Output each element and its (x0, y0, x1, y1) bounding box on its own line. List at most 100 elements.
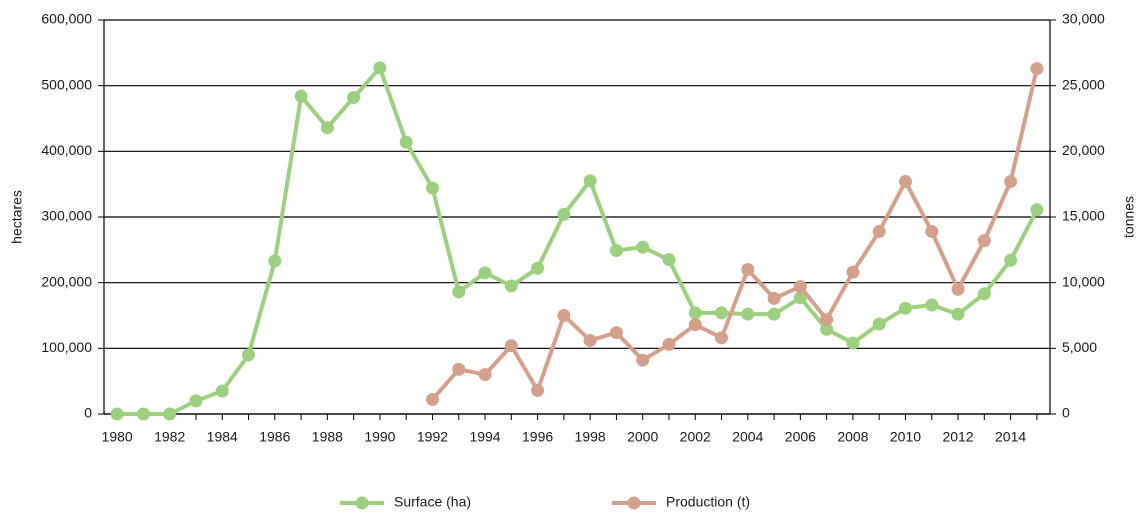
point (399, 135, 413, 149)
x-tick-label: 1988 (312, 429, 343, 445)
point (898, 301, 912, 315)
point (872, 317, 886, 331)
point (452, 362, 466, 376)
y2-tick-label: 0 (1062, 405, 1070, 421)
point (977, 287, 991, 301)
y2-tick-label: 10,000 (1062, 273, 1105, 289)
x-tick-label: 1980 (102, 429, 133, 445)
y-tick-label: 100,000 (41, 339, 92, 355)
x-tick-label: 2012 (942, 429, 973, 445)
point (688, 306, 702, 320)
point (531, 383, 545, 397)
point (609, 326, 623, 340)
y-axis-label: hectares (9, 190, 25, 244)
x-tick-label: 2014 (995, 429, 1026, 445)
point (977, 234, 991, 248)
point (951, 282, 965, 296)
point (531, 261, 545, 275)
point (741, 263, 755, 277)
point (1030, 62, 1044, 76)
point (925, 224, 939, 238)
point (636, 240, 650, 254)
point (898, 175, 912, 189)
point (715, 331, 729, 345)
y-tick-label: 600,000 (41, 11, 92, 27)
x-tick-label: 1998 (575, 429, 606, 445)
x-tick-label: 2006 (785, 429, 816, 445)
point (557, 309, 571, 322)
point (793, 280, 807, 294)
point (478, 368, 492, 382)
legend-marker (355, 496, 369, 510)
x-tick-label: 1982 (154, 429, 185, 445)
x-tick-label: 2000 (627, 429, 658, 445)
series-line (430, 68, 1039, 401)
point (767, 307, 781, 321)
point (320, 121, 334, 135)
series-line (117, 65, 1039, 416)
point (478, 266, 492, 280)
legend-marker (627, 496, 641, 510)
point (846, 336, 860, 350)
point (688, 318, 702, 332)
y-tick-label: 300,000 (41, 208, 92, 224)
y2-tick-label: 20,000 (1062, 142, 1105, 158)
point (242, 348, 256, 362)
point (662, 253, 676, 267)
x-tick-label: 2002 (680, 429, 711, 445)
x-tick-label: 1992 (417, 429, 448, 445)
point (1030, 203, 1044, 217)
y-tick-label: 200,000 (41, 273, 92, 289)
point (767, 291, 781, 305)
x-tick-label: 2010 (890, 429, 921, 445)
point (846, 265, 860, 279)
point (715, 306, 729, 320)
y2-tick-label: 15,000 (1062, 208, 1105, 224)
point (425, 181, 439, 195)
legend-label: Production (t) (666, 494, 750, 510)
point (557, 207, 571, 221)
point (136, 407, 150, 421)
y-tick-label: 0 (84, 405, 92, 421)
legend-label: Surface (ha) (394, 494, 471, 510)
point (872, 224, 886, 238)
y2-tick-label: 25,000 (1062, 76, 1105, 92)
point (452, 285, 466, 299)
point (268, 254, 282, 268)
point (110, 407, 124, 421)
x-tick-label: 2008 (837, 429, 868, 445)
y2-tick-label: 5,000 (1062, 339, 1097, 355)
point (1004, 253, 1018, 267)
x-tick-label: 1984 (207, 429, 238, 445)
y2-tick-label: 30,000 (1062, 11, 1105, 27)
point (820, 312, 834, 326)
point (820, 322, 834, 336)
point (793, 291, 807, 305)
point (373, 61, 387, 75)
x-tick-label: 1986 (259, 429, 290, 445)
point (294, 89, 308, 103)
x-tick-label: 1996 (522, 429, 553, 445)
y2-axis-label: tonnes (1121, 196, 1137, 238)
point (504, 279, 518, 293)
point (609, 243, 623, 257)
point (347, 90, 361, 104)
y-tick-label: 400,000 (41, 142, 92, 158)
point (583, 174, 597, 188)
x-tick-label: 1990 (364, 429, 395, 445)
point (925, 298, 939, 312)
point (583, 333, 597, 347)
x-tick-label: 2004 (732, 429, 763, 445)
point (662, 337, 676, 351)
point (189, 394, 203, 408)
point (636, 353, 650, 367)
point (951, 307, 965, 321)
point (741, 307, 755, 321)
point (1004, 175, 1018, 189)
point (504, 339, 518, 353)
point (215, 384, 229, 398)
x-tick-label: 1994 (469, 429, 500, 445)
point (425, 393, 439, 407)
y-tick-label: 500,000 (41, 76, 92, 92)
